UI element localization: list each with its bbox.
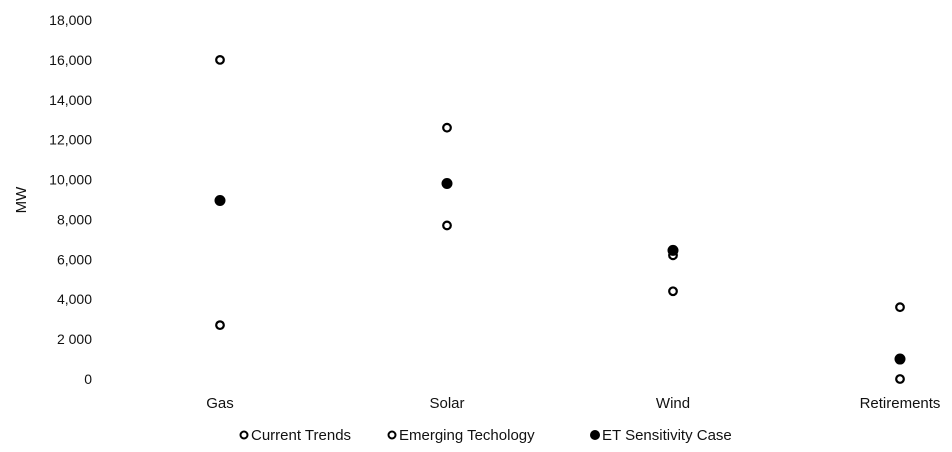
x-category-label: Solar xyxy=(429,395,464,412)
data-point-current-trends xyxy=(668,286,678,297)
y-tick-label: 6,000 xyxy=(57,251,92,267)
legend-marker xyxy=(387,430,397,440)
legend-marker xyxy=(239,430,249,440)
y-tick-label: 12,000 xyxy=(49,132,92,148)
x-category-label: Wind xyxy=(656,395,690,412)
x-category-label: Gas xyxy=(206,395,234,412)
data-point-current-trends xyxy=(442,122,452,133)
data-point-et-sensitivity-case xyxy=(667,244,679,256)
data-point-emerging-techology xyxy=(442,220,452,231)
data-points xyxy=(214,54,906,384)
data-point-emerging-techology xyxy=(215,54,225,65)
y-axis-ticks: 0 2 000 4,000 6,000 8,000 10,000 12,000 14,000 1… xyxy=(49,12,92,387)
y-tick-label: 18,000 xyxy=(49,12,92,28)
y-tick-label: 2 000 xyxy=(57,331,92,347)
legend-label: Current Trends xyxy=(251,427,351,444)
data-point-et-sensitivity-case xyxy=(894,353,906,365)
data-point-emerging-techology xyxy=(895,302,905,313)
y-tick-label: 0 xyxy=(84,371,92,387)
data-point-et-sensitivity-case xyxy=(214,194,226,206)
y-tick-label: 16,000 xyxy=(49,52,92,68)
legend-label: ET Sensitivity Case xyxy=(602,427,732,444)
data-point-et-sensitivity-case xyxy=(441,178,453,190)
data-point-current-trends xyxy=(215,320,225,331)
y-tick-label: 4,000 xyxy=(57,291,92,307)
y-axis-title-group: MW xyxy=(13,186,30,213)
legend: Current Trends Emerging Techology ET Sensi… xyxy=(239,427,732,444)
legend-label: Emerging Techology xyxy=(399,427,535,444)
y-tick-label: 10,000 xyxy=(49,172,92,188)
data-point-current-trends xyxy=(895,374,905,384)
x-category-label: Retirements xyxy=(860,395,941,412)
x-axis-categories: Gas Solar Wind Retirements xyxy=(206,395,940,412)
y-tick-label: 8,000 xyxy=(57,211,92,227)
y-axis-title: MW xyxy=(13,186,30,213)
y-tick-label: 14,000 xyxy=(49,92,92,108)
legend-marker xyxy=(590,430,600,440)
